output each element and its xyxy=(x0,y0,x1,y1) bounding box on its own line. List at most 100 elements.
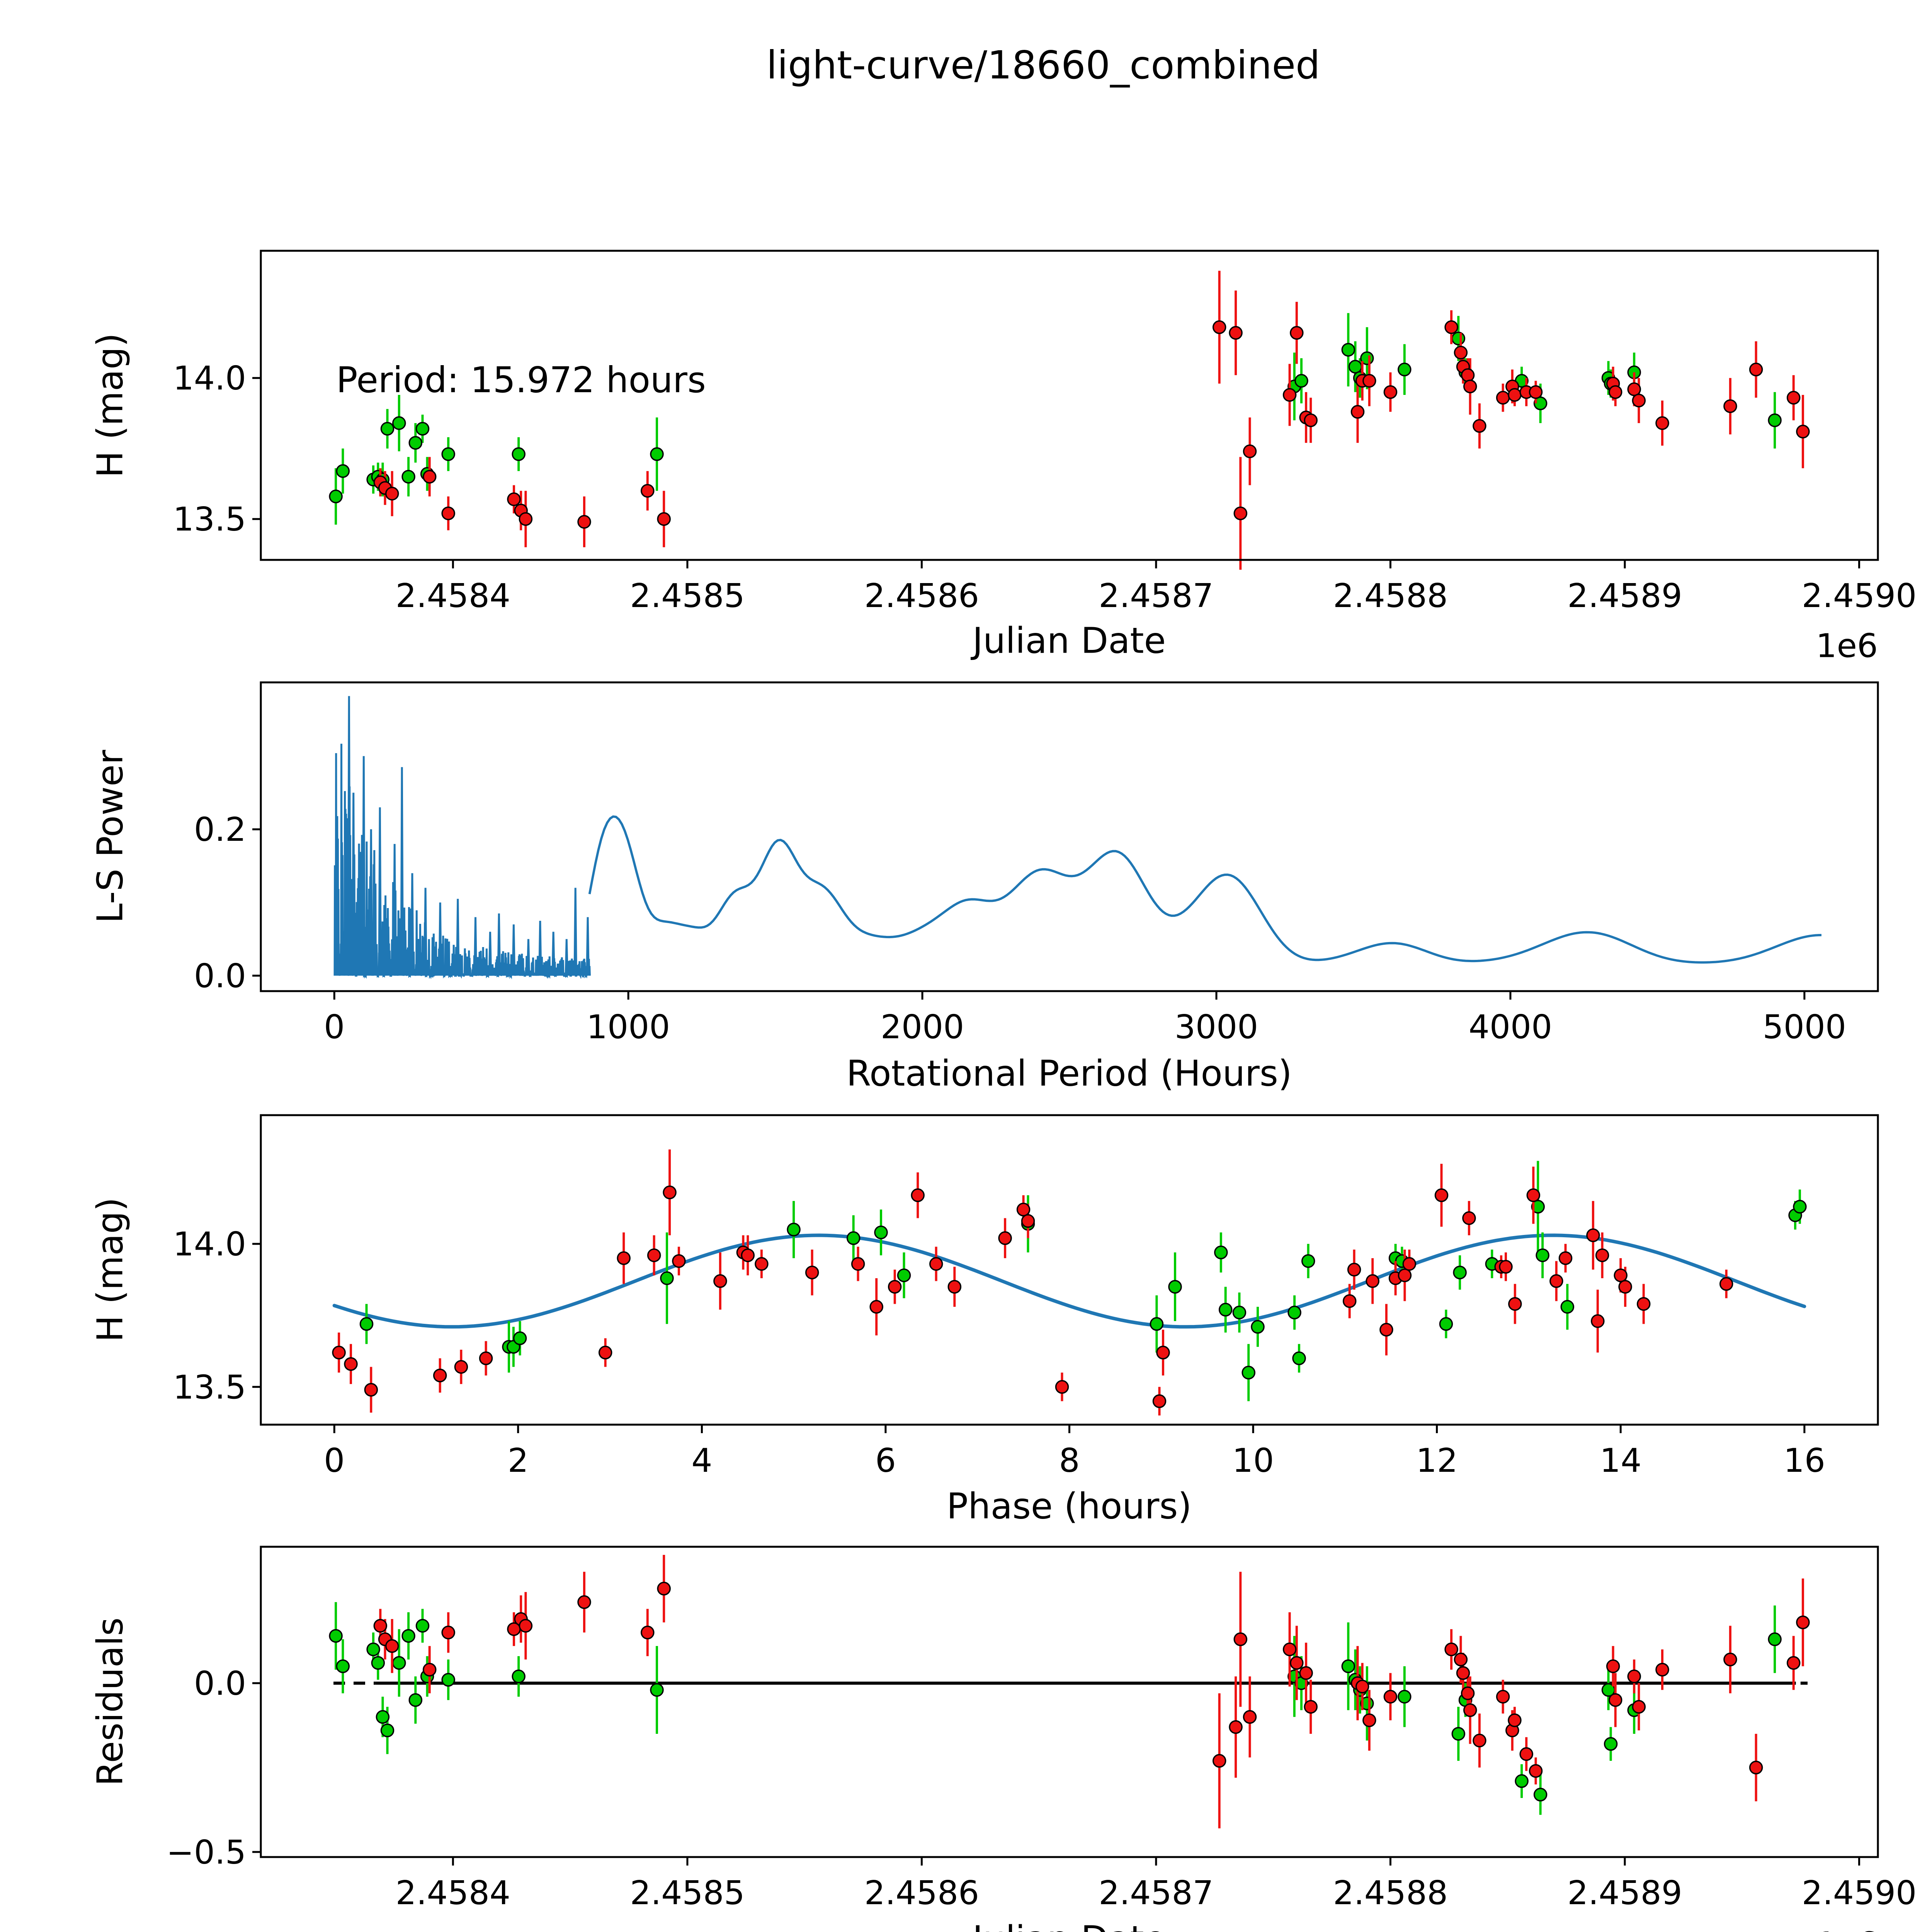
data-point xyxy=(947,1280,962,1294)
x-tick-label: 2.4590 xyxy=(1802,1874,1917,1912)
data-point xyxy=(422,469,437,484)
axis3-xlabel: Phase (hours) xyxy=(946,1485,1192,1527)
data-point xyxy=(1301,1254,1315,1268)
data-point xyxy=(650,447,664,461)
data-point xyxy=(1243,1710,1257,1724)
data-point xyxy=(1515,1774,1529,1788)
data-point xyxy=(415,422,430,436)
axis4-ylabel: Residuals xyxy=(89,1617,131,1786)
data-point xyxy=(1461,368,1475,382)
axis2-xlabel: Rotational Period (Hours) xyxy=(846,1053,1292,1094)
data-point xyxy=(1749,1760,1763,1775)
data-point xyxy=(408,436,423,450)
phase-series-red xyxy=(332,1149,1733,1416)
data-point xyxy=(1362,374,1376,388)
axis1-offset-text: 1e6 xyxy=(1816,627,1878,665)
x-tick-label: 4000 xyxy=(1469,1008,1552,1046)
data-point xyxy=(1608,1693,1622,1707)
data-point xyxy=(755,1257,769,1271)
chart-title: light-curve/18660_combined xyxy=(766,43,1320,88)
data-point xyxy=(371,1656,385,1670)
data-point xyxy=(1016,1202,1031,1217)
data-point xyxy=(929,1257,943,1271)
panel-residuals: 2.4584 2.4585 2.4586 2.4587 2.4588 2.4589 2.45… xyxy=(167,1546,1917,1912)
y-tick-label: −0.5 xyxy=(167,1833,246,1872)
data-point xyxy=(851,1257,865,1271)
x-tick-label: 5000 xyxy=(1763,1008,1846,1046)
data-point xyxy=(380,422,395,436)
x-tick-label: 2.4589 xyxy=(1567,1874,1682,1912)
data-point xyxy=(1292,1351,1306,1366)
data-point xyxy=(897,1268,911,1282)
data-point xyxy=(1242,1366,1255,1380)
data-point xyxy=(1461,1686,1475,1700)
data-point xyxy=(1749,362,1763,377)
data-point xyxy=(1290,1656,1304,1670)
data-point xyxy=(385,1639,399,1653)
data-point xyxy=(1632,1700,1646,1714)
axis4-xlabel: Julian Date xyxy=(973,1918,1166,1932)
data-point xyxy=(1586,1228,1600,1242)
x-tick-label: 2.4585 xyxy=(630,577,745,615)
axes-spine xyxy=(260,1114,1879,1426)
x-tick-label: 2 xyxy=(508,1442,529,1480)
data-point xyxy=(373,1619,388,1633)
data-point xyxy=(1496,1690,1510,1704)
data-point xyxy=(1214,1245,1228,1260)
residuals-series-red xyxy=(373,1555,1810,1828)
data-point xyxy=(1463,1703,1477,1717)
x-tick-label: 12 xyxy=(1416,1442,1458,1480)
data-point xyxy=(1055,1380,1069,1394)
data-point xyxy=(1627,382,1641,396)
x-tick-label: 2.4586 xyxy=(864,1874,979,1912)
axes-spine xyxy=(260,250,1879,561)
data-point xyxy=(1451,332,1466,345)
data-point xyxy=(1606,1659,1620,1673)
data-point xyxy=(1529,1764,1543,1778)
data-point xyxy=(1251,1320,1265,1334)
data-point xyxy=(329,490,343,503)
data-point xyxy=(1723,1653,1737,1667)
data-point xyxy=(1398,1268,1412,1282)
data-point xyxy=(1212,320,1226,334)
data-point xyxy=(1355,1679,1369,1694)
data-point xyxy=(519,1619,533,1633)
data-point xyxy=(1508,1713,1522,1727)
period-annotation: Period: 15.972 hours xyxy=(336,359,706,401)
data-point xyxy=(1719,1277,1733,1291)
data-point xyxy=(1526,1188,1541,1202)
data-point xyxy=(1462,1211,1476,1225)
data-point xyxy=(741,1248,755,1262)
data-point xyxy=(1454,1653,1468,1667)
phase-series-green xyxy=(359,1161,1807,1401)
data-point xyxy=(1604,1737,1618,1751)
data-point xyxy=(1304,413,1318,427)
x-tick-label: 8 xyxy=(1059,1442,1080,1480)
data-point xyxy=(787,1223,801,1236)
data-point xyxy=(1398,362,1412,377)
data-point xyxy=(512,1669,526,1684)
data-point xyxy=(846,1231,861,1245)
data-point xyxy=(433,1368,447,1383)
data-point xyxy=(1508,1297,1522,1311)
x-tick-label: 2.4584 xyxy=(396,577,510,615)
data-point xyxy=(1453,1265,1467,1279)
data-point xyxy=(1156,1345,1170,1360)
data-point xyxy=(577,515,591,529)
data-point xyxy=(1454,345,1468,360)
data-point xyxy=(1793,1200,1807,1214)
data-point xyxy=(1439,1317,1453,1331)
data-point xyxy=(1531,1200,1545,1214)
data-point xyxy=(401,1629,415,1643)
phase-fit-curve xyxy=(332,1233,1806,1329)
data-point xyxy=(364,1383,378,1397)
axis1-xlabel: Julian Date xyxy=(972,620,1166,662)
data-point xyxy=(1294,374,1308,388)
data-point xyxy=(1362,1713,1376,1727)
data-point xyxy=(1233,506,1248,520)
data-point xyxy=(392,1656,406,1670)
y-tick-label: 13.5 xyxy=(173,500,246,539)
data-point xyxy=(874,1225,888,1240)
x-tick-label: 2.4586 xyxy=(864,577,979,615)
data-point xyxy=(385,486,399,501)
